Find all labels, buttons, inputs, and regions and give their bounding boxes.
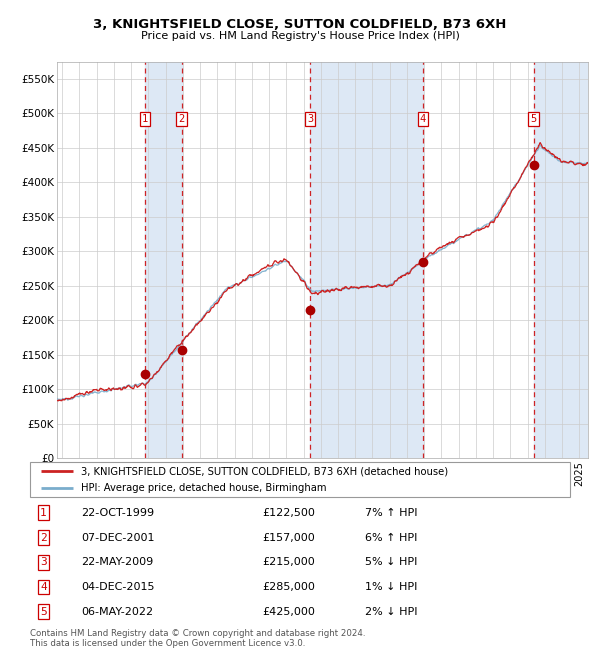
Text: 3, KNIGHTSFIELD CLOSE, SUTTON COLDFIELD, B73 6XH: 3, KNIGHTSFIELD CLOSE, SUTTON COLDFIELD,… bbox=[94, 18, 506, 31]
Text: £215,000: £215,000 bbox=[262, 557, 315, 567]
Text: Contains HM Land Registry data © Crown copyright and database right 2024.: Contains HM Land Registry data © Crown c… bbox=[30, 629, 365, 638]
Bar bbox=[533, 62, 590, 458]
Text: 5: 5 bbox=[530, 114, 537, 124]
Text: 04-DEC-2015: 04-DEC-2015 bbox=[82, 582, 155, 592]
Text: 5% ↓ HPI: 5% ↓ HPI bbox=[365, 557, 417, 567]
Text: Price paid vs. HM Land Registry's House Price Index (HPI): Price paid vs. HM Land Registry's House … bbox=[140, 31, 460, 41]
Text: 4: 4 bbox=[40, 582, 47, 592]
Text: 3: 3 bbox=[307, 114, 313, 124]
Text: 22-MAY-2009: 22-MAY-2009 bbox=[82, 557, 154, 567]
Text: 6% ↑ HPI: 6% ↑ HPI bbox=[365, 532, 417, 543]
Text: 1: 1 bbox=[142, 114, 148, 124]
Text: HPI: Average price, detached house, Birmingham: HPI: Average price, detached house, Birm… bbox=[82, 482, 327, 493]
Text: 5: 5 bbox=[40, 606, 47, 617]
Text: This data is licensed under the Open Government Licence v3.0.: This data is licensed under the Open Gov… bbox=[30, 639, 305, 648]
FancyBboxPatch shape bbox=[30, 462, 570, 497]
Text: 3: 3 bbox=[40, 557, 47, 567]
Text: £285,000: £285,000 bbox=[262, 582, 315, 592]
Text: 3, KNIGHTSFIELD CLOSE, SUTTON COLDFIELD, B73 6XH (detached house): 3, KNIGHTSFIELD CLOSE, SUTTON COLDFIELD,… bbox=[82, 466, 448, 476]
Text: £157,000: £157,000 bbox=[262, 532, 315, 543]
Text: 2: 2 bbox=[179, 114, 185, 124]
Bar bbox=[310, 62, 423, 458]
Text: 2% ↓ HPI: 2% ↓ HPI bbox=[365, 606, 418, 617]
Text: 07-DEC-2001: 07-DEC-2001 bbox=[82, 532, 155, 543]
Text: 7% ↑ HPI: 7% ↑ HPI bbox=[365, 508, 418, 518]
Text: 06-MAY-2022: 06-MAY-2022 bbox=[82, 606, 154, 617]
Text: 1: 1 bbox=[40, 508, 47, 518]
Bar bbox=[145, 62, 182, 458]
Text: 4: 4 bbox=[420, 114, 426, 124]
Text: £425,000: £425,000 bbox=[262, 606, 315, 617]
Text: 1% ↓ HPI: 1% ↓ HPI bbox=[365, 582, 417, 592]
Text: 22-OCT-1999: 22-OCT-1999 bbox=[82, 508, 154, 518]
Text: 2: 2 bbox=[40, 532, 47, 543]
Text: £122,500: £122,500 bbox=[262, 508, 315, 518]
